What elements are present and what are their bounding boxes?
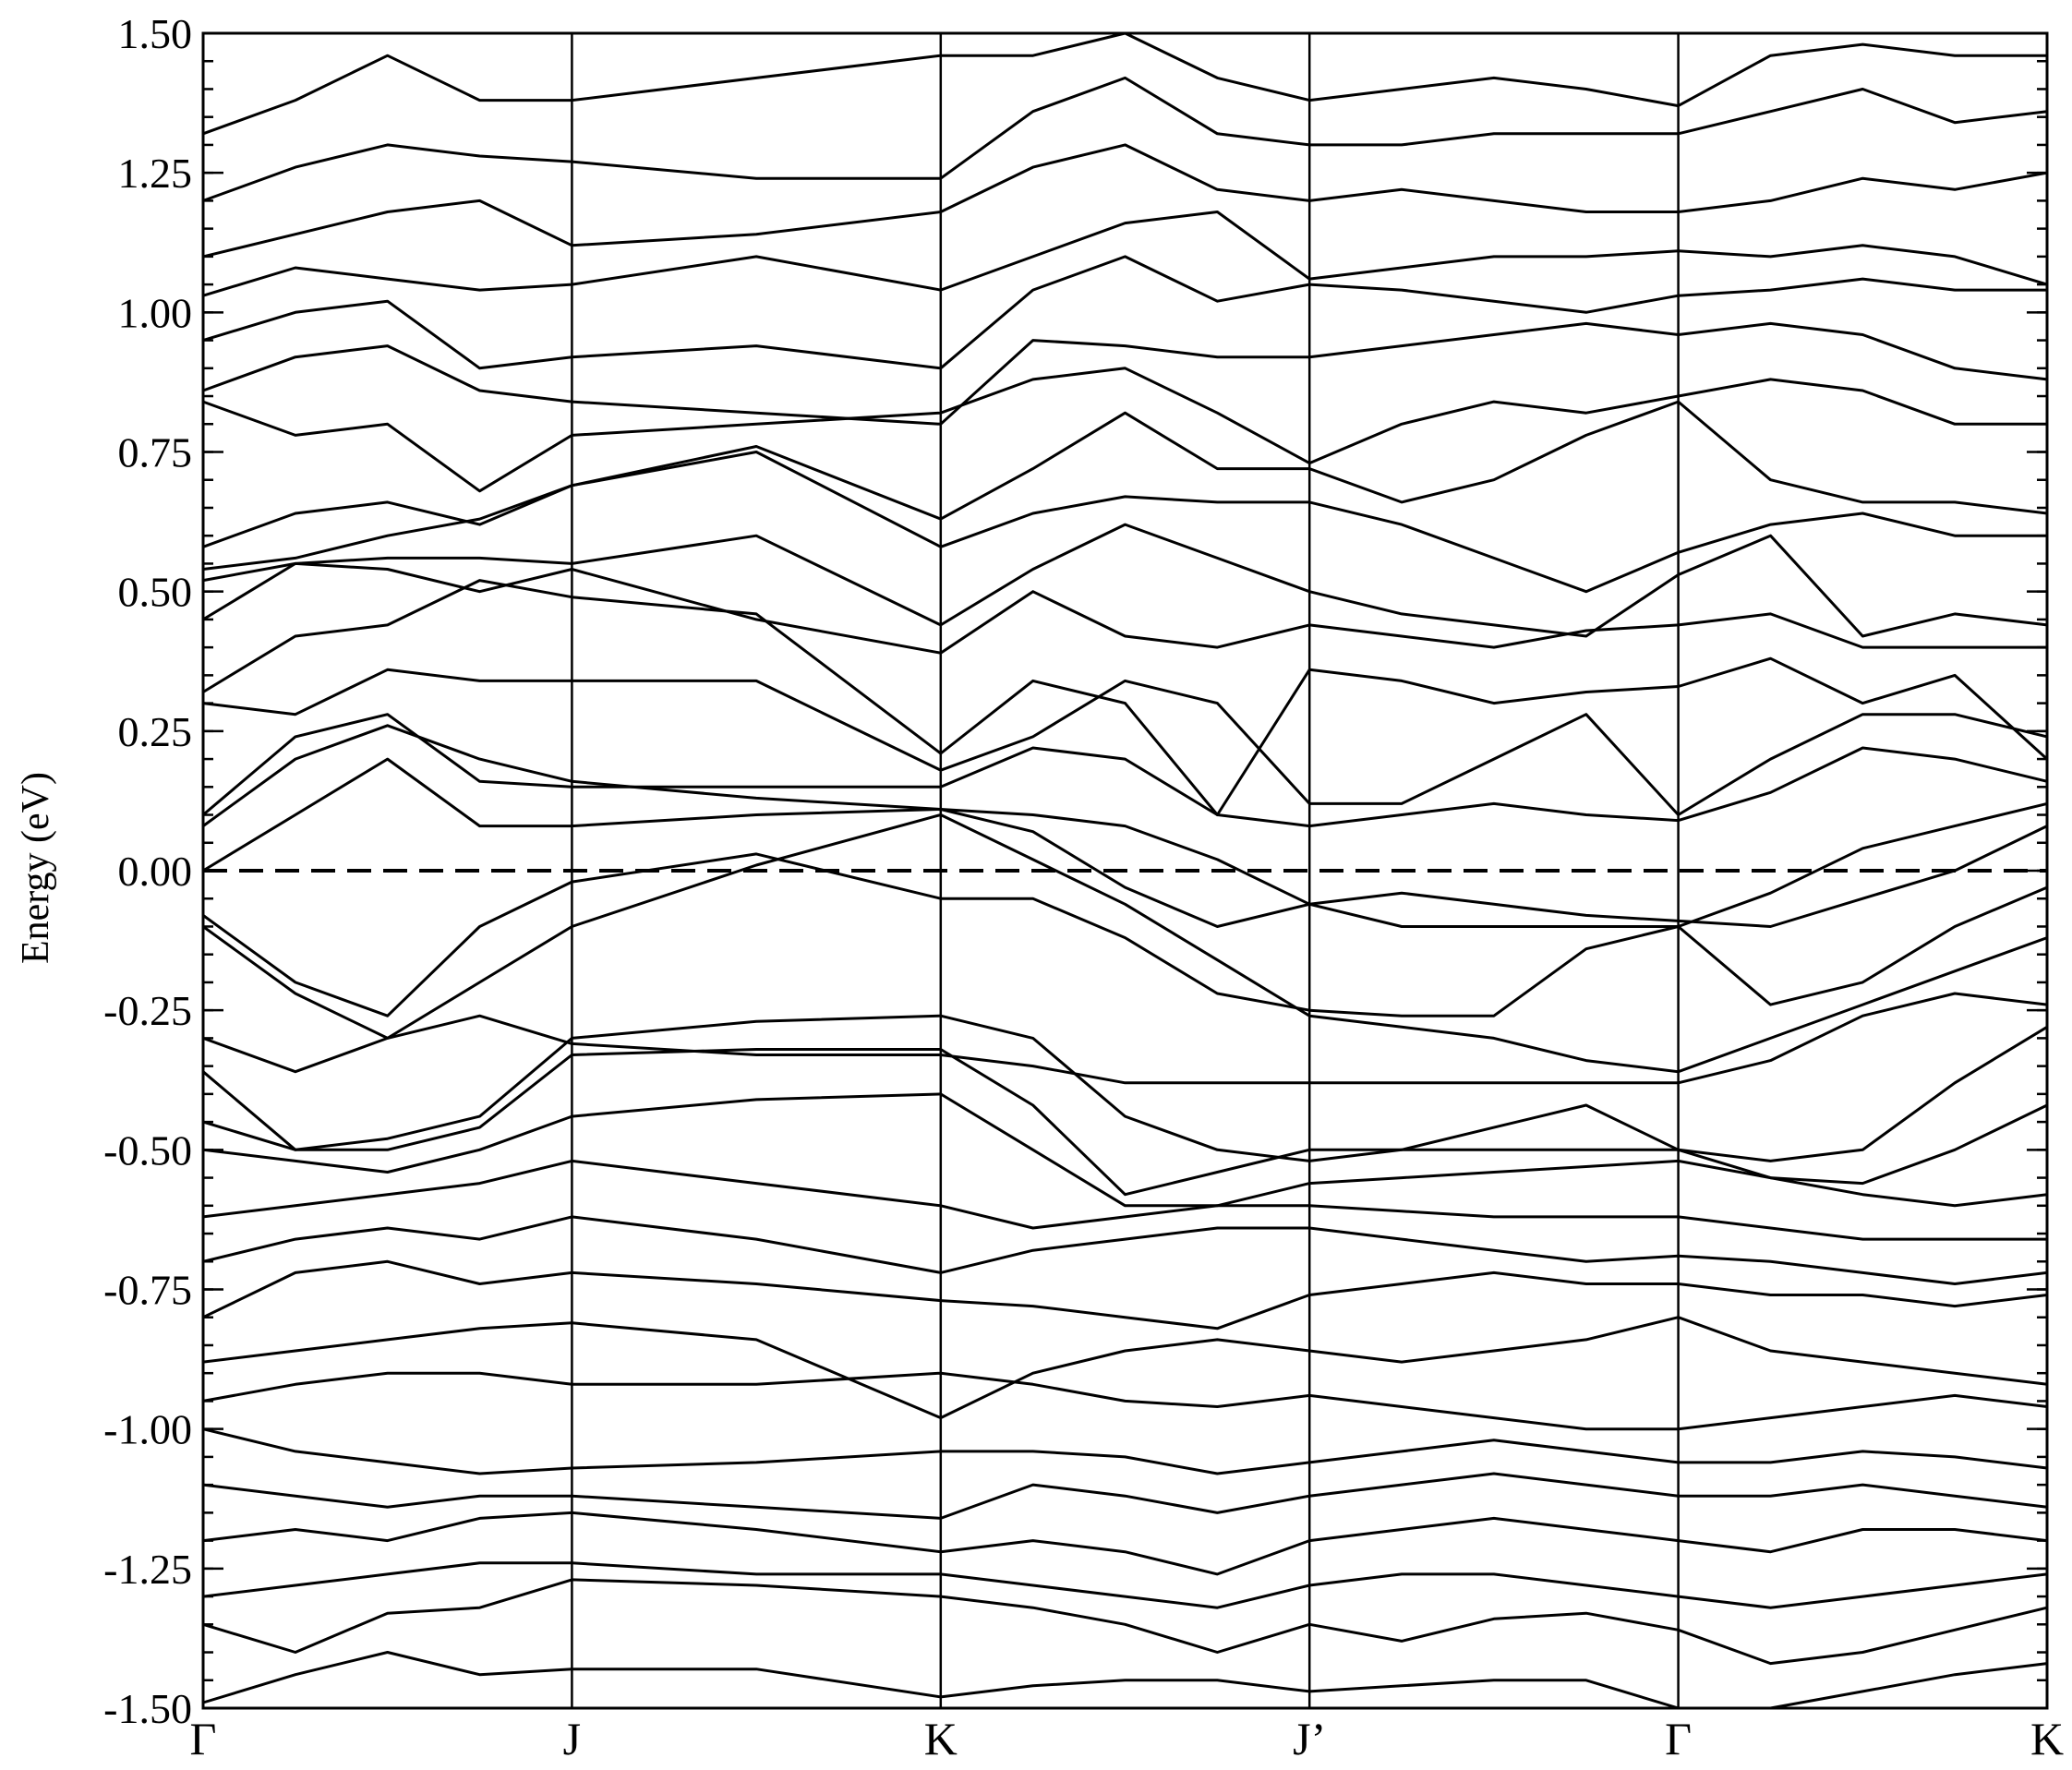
- kpoint-label: J: [563, 1713, 581, 1764]
- kpoint-label: K: [924, 1713, 958, 1764]
- band-line-30: [202, 211, 2048, 297]
- band-line-15: [202, 992, 2048, 1085]
- y-tick-label: -1.00: [103, 1406, 192, 1453]
- kpoint-labels: Γ J K J’ Γ K: [190, 1713, 2065, 1764]
- band-line-29: [202, 255, 2047, 370]
- axis-ticks: [203, 31, 2047, 1710]
- band-line-32: [202, 76, 2048, 202]
- band-line-18: [202, 757, 2048, 928]
- y-tick-labels: 1.50 1.25 1.00 0.75 0.50 0.25 0.00 -0.25 -0.50 -0…: [103, 10, 192, 1732]
- band-line-11: [202, 1159, 2047, 1241]
- band-line-6: [202, 1427, 2048, 1475]
- y-tick-label: -0.50: [103, 1126, 192, 1174]
- y-tick-label: 0.25: [118, 708, 193, 755]
- band-line-14: [202, 1014, 2048, 1162]
- band-line-10: [202, 1215, 2048, 1285]
- band-line-21: [202, 668, 2048, 816]
- band-line-1: [202, 1651, 2048, 1710]
- band-line-28: [202, 321, 2048, 426]
- band-line-12: [202, 1092, 2048, 1208]
- band-line-9: [202, 1259, 2048, 1331]
- y-axis-title: Energy (eV): [15, 772, 57, 964]
- band-line-24: [202, 523, 2048, 638]
- band-line-4: [202, 1511, 2048, 1576]
- band-line-17: [202, 852, 2048, 1017]
- band-line-23: [202, 561, 2047, 655]
- y-tick-label: 1.00: [118, 289, 193, 336]
- y-tick-label: -0.75: [103, 1267, 192, 1314]
- band-line-33: [202, 31, 2047, 136]
- band-lines: [202, 31, 2049, 1710]
- band-line-22: [202, 579, 2049, 816]
- band-line-5: [202, 1472, 2048, 1520]
- band-line-27: [202, 367, 2047, 493]
- band-line-3: [202, 1561, 2048, 1609]
- y-tick-label: -0.25: [103, 987, 192, 1034]
- y-tick-label: 0.00: [118, 848, 193, 895]
- kpoint-label: Γ: [190, 1713, 217, 1764]
- kpoint-label: Γ: [1665, 1713, 1692, 1764]
- band-line-8: [202, 1316, 2048, 1420]
- band-line-13: [202, 1048, 2048, 1197]
- band-line-31: [202, 143, 2048, 259]
- band-line-16: [202, 813, 2048, 1074]
- y-tick-label: 1.25: [118, 150, 193, 197]
- y-tick-label: 0.75: [118, 429, 193, 476]
- band-line-20: [202, 713, 2048, 828]
- band-line-19: [202, 724, 2048, 928]
- kpoint-label: K: [2030, 1713, 2064, 1764]
- y-tick-label: 1.50: [118, 10, 193, 57]
- kpoint-label: J’: [1293, 1713, 1326, 1764]
- y-tick-label: -1.50: [103, 1685, 192, 1732]
- y-tick-label: 0.50: [118, 569, 193, 616]
- band-line-7: [202, 1371, 2048, 1431]
- band-line-2: [202, 1578, 2048, 1666]
- y-tick-label: -1.25: [103, 1546, 192, 1593]
- band-line-25: [202, 451, 2047, 594]
- band-line-26: [202, 400, 2048, 548]
